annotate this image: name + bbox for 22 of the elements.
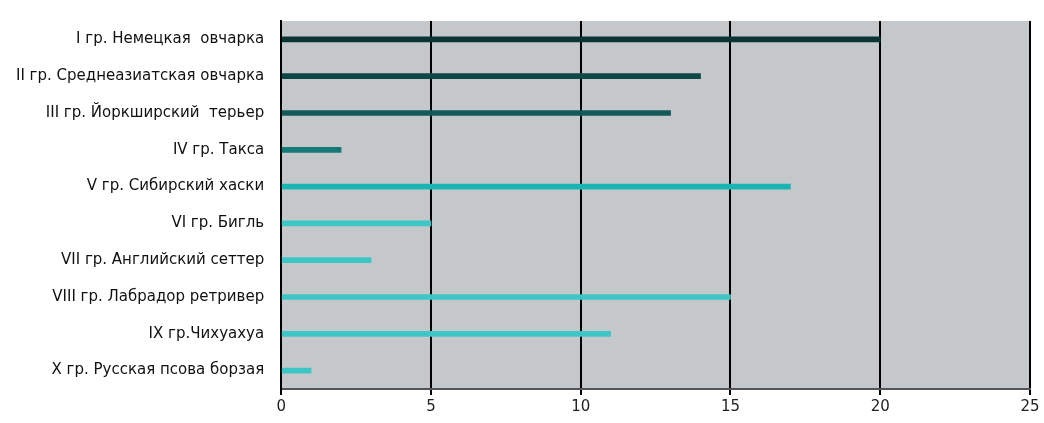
y-tick-label: VII гр. Английский сеттер — [61, 250, 265, 269]
x-tick-label: 15 — [720, 396, 741, 415]
x-tick-label: 20 — [870, 396, 890, 415]
bar — [281, 73, 701, 80]
y-tick-label: III гр. Йоркширский терьер — [45, 101, 265, 121]
bar — [281, 330, 611, 337]
y-tick-label: IV гр. Такса — [172, 139, 265, 158]
bar — [281, 257, 372, 264]
x-tick-label: 5 — [426, 396, 436, 415]
x-tick-label: 10 — [571, 396, 591, 415]
bar — [281, 146, 342, 153]
y-tick-label: X гр. Русская псова борзая — [51, 360, 265, 379]
bar — [281, 294, 731, 300]
x-tick-label: 0 — [276, 396, 286, 415]
y-tick-label: IX гр.Чихуахуа — [148, 323, 265, 342]
x-tick-label: 25 — [1020, 396, 1040, 415]
y-tick-label: VIII гр. Лабрадор ретривер — [52, 286, 265, 305]
y-tick-label: I гр. Немецкая овчарка — [76, 29, 265, 48]
y-tick-label: VI гр. Бигль — [171, 213, 265, 232]
bar — [281, 110, 671, 116]
y-tick-label: II гр. Среднеазиатская овчарка — [15, 66, 265, 85]
y-tick-label: V гр. Сибирский хаски — [86, 176, 265, 195]
